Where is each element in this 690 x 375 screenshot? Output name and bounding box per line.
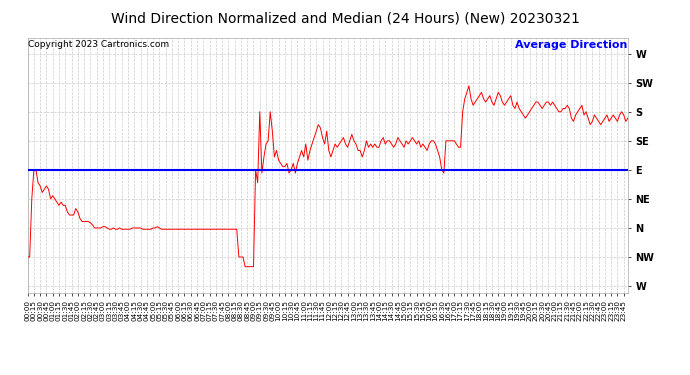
Text: Average Direction: Average Direction xyxy=(515,40,627,50)
Text: Copyright 2023 Cartronics.com: Copyright 2023 Cartronics.com xyxy=(28,40,169,49)
Text: Wind Direction Normalized and Median (24 Hours) (New) 20230321: Wind Direction Normalized and Median (24… xyxy=(110,11,580,25)
